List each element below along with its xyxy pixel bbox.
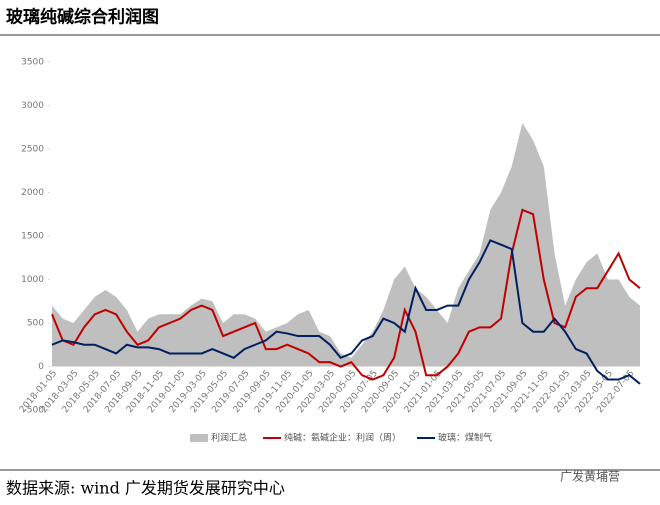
watermark: 广发黄埔营 (560, 469, 620, 484)
legend-label: 纯碱：氨碱企业：利润（周） (284, 432, 401, 444)
legend-label: 利润汇总 (211, 432, 247, 444)
source: 数据来源: wind 广发期货发展研究中心 (6, 479, 285, 498)
legend-label: 玻璃：煤制气 (438, 432, 492, 444)
y-tick-label: 3000 (21, 101, 44, 111)
y-tick-label: 500 (27, 319, 44, 329)
y-tick-label: 1500 (21, 232, 44, 242)
y-tick-label: 2000 (21, 188, 44, 198)
line (51, 208, 641, 381)
y-tick-label: 2500 (21, 145, 44, 155)
line (51, 239, 641, 385)
title: 玻璃纯碱综合利润图 (6, 7, 159, 28)
area (52, 122, 640, 367)
y-tick-label: 0 (38, 362, 44, 372)
y-tick-label: 3500 (21, 58, 44, 68)
chart: -50005001000150020002500300035002018-01-… (18, 58, 641, 444)
legend-swatch (190, 434, 208, 442)
y-tick-label: -500 (24, 406, 45, 416)
y-tick-label: 1000 (21, 275, 44, 285)
